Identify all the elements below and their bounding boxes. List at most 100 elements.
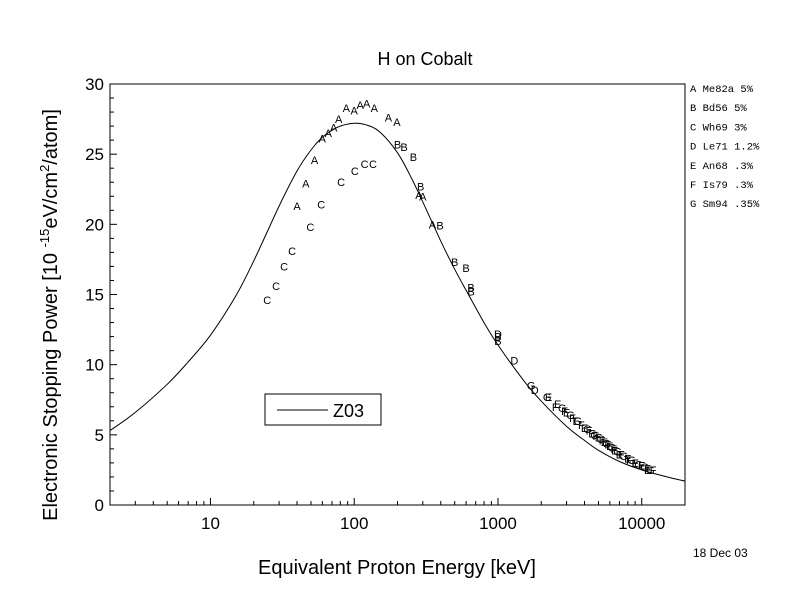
data-point-c: C (361, 159, 369, 171)
data-point-c: C (280, 261, 288, 273)
reference-entry: A Me82a 5% (690, 84, 754, 96)
reference-entry: F Is79 .3% (690, 180, 754, 192)
data-point-c: C (306, 222, 314, 234)
y-axis-label-part1: Electronic Stopping Power [10 (40, 247, 62, 521)
x-tick-label: 10 (201, 514, 220, 533)
reference-list: A Me82a 5% B Bd56 5% C Wh69 3% D Le71 1.2% E… (690, 84, 760, 211)
data-point-b: B (494, 336, 501, 348)
data-point-f: F (578, 420, 585, 432)
data-point-c: C (272, 281, 280, 293)
y-axis-label: Electronic Stopping Power [10 -15eV/cm2/… (37, 109, 62, 521)
y-tick-label: 0 (95, 496, 104, 515)
y-tick-label: 25 (85, 145, 104, 164)
legend-label-z03: Z03 (333, 401, 364, 421)
data-point-e: E (545, 392, 552, 404)
data-point-a: A (415, 190, 423, 202)
data-point-g: G (597, 434, 606, 446)
data-point-d: D (494, 329, 502, 341)
data-point-d: D (531, 385, 539, 397)
data-point-e: E (581, 423, 588, 435)
data-point-g: G (558, 403, 567, 415)
data-point-g: G (543, 392, 552, 404)
y-tick-label: 20 (85, 215, 104, 234)
data-point-b: B (436, 221, 443, 233)
reference-entry: B Bd56 5% (690, 103, 747, 115)
data-point-f: F (644, 464, 651, 476)
y-axis-label-exp2: 2 (37, 165, 52, 172)
data-point-g: G (619, 451, 628, 463)
data-point-g: G (646, 465, 655, 477)
data-point-f: F (626, 455, 633, 467)
y-axis-label-part2: eV/cm (40, 172, 62, 229)
data-point-f: F (618, 449, 625, 461)
data-point-a: A (357, 100, 365, 112)
data-point-b: B (410, 152, 417, 164)
data-point-g: G (608, 442, 617, 454)
y-axis-label-part3: /atom] (40, 109, 62, 165)
data-point-e: E (601, 437, 608, 449)
data-point-e: E (631, 458, 638, 470)
x-tick-label: 1000 (479, 514, 517, 533)
data-point-f: F (599, 435, 606, 447)
data-point-c: C (317, 200, 325, 212)
data-point-c: C (337, 177, 345, 189)
data-point-b: B (467, 287, 474, 299)
plot-date: 18 Dec 03 (693, 546, 748, 560)
data-point-b: B (494, 332, 501, 344)
data-point-e: E (563, 407, 570, 419)
data-point-a: A (319, 134, 327, 146)
reference-entry: D Le71 1.2% (690, 142, 760, 154)
data-point-f: F (593, 431, 600, 443)
data-point-f: F (561, 406, 568, 418)
data-point-a: A (302, 179, 310, 191)
data-point-a: A (419, 191, 427, 203)
data-point-f: F (569, 413, 576, 425)
y-tick-label: 5 (95, 426, 104, 445)
data-point-e: E (573, 416, 580, 428)
reference-entry: G Sm94 .35% (690, 199, 760, 211)
data-point-a: A (335, 114, 343, 126)
data-point-f: F (586, 426, 593, 438)
data-point-f: F (610, 444, 617, 456)
data-point-e: E (606, 441, 613, 453)
x-tick-label: 100 (340, 514, 368, 533)
data-point-g: G (527, 381, 536, 393)
x-tick-label: 10000 (618, 514, 665, 533)
reference-entry: E An68 .3% (690, 161, 754, 173)
data-point-e: E (588, 428, 595, 440)
y-axis-label-exp1: -15 (37, 229, 52, 248)
y-axis: 0 5 10 15 20 25 30 (85, 75, 117, 515)
data-point-g: G (627, 455, 636, 467)
data-point-g: G (640, 462, 649, 474)
data-point-a: A (343, 103, 351, 115)
data-point-a: A (393, 117, 401, 129)
data-point-b: B (394, 139, 401, 151)
data-point-f: F (604, 440, 611, 452)
data-point-e: E (595, 433, 602, 445)
data-point-e: E (638, 461, 645, 473)
data-point-c: C (263, 295, 271, 307)
data-point-b: B (417, 181, 424, 193)
x-axis: 10 100 1000 10000 (109, 498, 686, 533)
y-tick-label: 15 (85, 286, 104, 305)
data-point-f: F (632, 458, 639, 470)
y-tick-label: 30 (85, 75, 104, 94)
data-point-f: F (650, 465, 657, 477)
data-point-a: A (311, 155, 319, 167)
data-point-g: G (602, 438, 611, 450)
data-point-f: F (638, 461, 645, 473)
data-point-a: A (363, 99, 371, 111)
data-point-a: A (330, 123, 338, 135)
reference-entry: C Wh69 3% (690, 122, 747, 134)
chart-title: H on Cobalt (377, 49, 472, 69)
data-point-g: G (590, 430, 599, 442)
data-point-c: C (288, 246, 296, 258)
data-point-f: F (552, 402, 559, 414)
data-point-a: A (429, 219, 437, 231)
data-point-a: A (293, 201, 301, 213)
series-line-z03 (110, 122, 685, 482)
data-point-c: C (351, 166, 359, 178)
data-point-b: B (462, 263, 469, 275)
